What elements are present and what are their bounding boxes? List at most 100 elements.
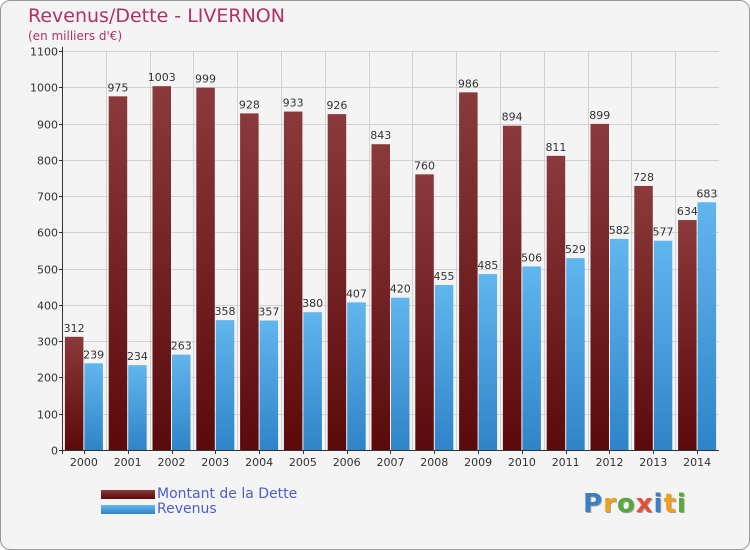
bar-revenus bbox=[172, 354, 191, 450]
y-tick-label: 100 bbox=[37, 409, 58, 422]
y-tick-label: 1000 bbox=[30, 82, 58, 95]
data-label-revenus: 506 bbox=[521, 251, 542, 264]
bar-revenus bbox=[566, 258, 585, 450]
data-label-dette: 1003 bbox=[148, 71, 176, 84]
bar-dette bbox=[64, 336, 84, 450]
grid-lines bbox=[62, 51, 719, 451]
bar-revenus bbox=[391, 297, 410, 450]
data-label-revenus: 485 bbox=[477, 259, 498, 272]
data-label-dette: 928 bbox=[239, 98, 260, 111]
x-tick-label: 2013 bbox=[639, 456, 667, 469]
y-tick-label: 500 bbox=[37, 264, 58, 277]
data-label-dette: 933 bbox=[283, 97, 304, 110]
legend-label-dette: Montant de la Dette bbox=[157, 486, 298, 502]
x-tick-label: 2001 bbox=[114, 456, 142, 469]
data-label-dette: 811 bbox=[545, 141, 566, 154]
x-tick-label: 2000 bbox=[70, 456, 98, 469]
bar-revenus bbox=[522, 266, 541, 450]
bar-dette bbox=[327, 114, 347, 450]
y-tick-label: 200 bbox=[37, 372, 58, 385]
bar-revenus bbox=[653, 240, 673, 450]
logo-letter: P bbox=[583, 489, 604, 519]
data-label-dette: 926 bbox=[326, 99, 347, 112]
bar-revenus bbox=[128, 365, 147, 450]
x-tick-label: 2012 bbox=[596, 456, 624, 469]
bar-revenus bbox=[610, 238, 629, 450]
logo-letter: r bbox=[603, 489, 617, 519]
chart-title: Revenus/Dette - LIVERNON bbox=[28, 5, 285, 27]
data-label-dette: 843 bbox=[370, 129, 391, 142]
data-label-dette: 899 bbox=[589, 109, 610, 122]
y-tick-label: 1100 bbox=[30, 46, 58, 59]
data-label-revenus: 577 bbox=[653, 226, 674, 239]
logo-letter: t bbox=[663, 489, 677, 519]
x-tick-label: 2006 bbox=[333, 456, 361, 469]
data-label-revenus: 358 bbox=[215, 305, 236, 318]
y-tick-label: 400 bbox=[37, 300, 58, 313]
bar-dette bbox=[196, 87, 215, 451]
data-label-dette: 975 bbox=[107, 81, 128, 94]
y-tick-label: 700 bbox=[37, 191, 58, 204]
data-label-revenus: 239 bbox=[83, 348, 104, 361]
data-label-revenus: 263 bbox=[171, 340, 192, 353]
legend-item-revenus: Revenus bbox=[101, 501, 401, 518]
x-tick-label: 2008 bbox=[420, 456, 448, 469]
x-tick-label: 2005 bbox=[289, 456, 317, 469]
data-label-dette: 760 bbox=[414, 159, 435, 172]
logo-letter: i bbox=[676, 489, 687, 519]
bar-dette bbox=[634, 185, 653, 450]
data-label-dette: 894 bbox=[502, 111, 523, 124]
logo-letter: x bbox=[635, 489, 654, 519]
x-tick-label: 2011 bbox=[552, 456, 580, 469]
bar-dette bbox=[108, 96, 128, 450]
data-label-revenus: 455 bbox=[434, 270, 455, 283]
bar-dette bbox=[415, 174, 434, 450]
legend-swatch-dette bbox=[101, 490, 155, 499]
bar-dette bbox=[590, 123, 609, 451]
bar-revenus bbox=[215, 320, 235, 450]
x-tick-label: 2014 bbox=[683, 456, 711, 469]
data-label-revenus: 357 bbox=[258, 306, 279, 319]
x-tick-label: 2009 bbox=[464, 456, 492, 469]
legend-swatch-revenus bbox=[101, 505, 155, 514]
data-label-revenus: 529 bbox=[565, 243, 586, 256]
bar-revenus bbox=[84, 363, 103, 450]
data-label-dette: 634 bbox=[677, 205, 698, 218]
bar-dette bbox=[283, 111, 303, 451]
x-tick-label: 2003 bbox=[201, 456, 229, 469]
data-label-revenus: 234 bbox=[127, 350, 148, 363]
x-tick-label: 2010 bbox=[508, 456, 536, 469]
data-label-revenus: 582 bbox=[609, 224, 630, 237]
data-label-dette: 999 bbox=[195, 73, 216, 86]
bars bbox=[64, 86, 717, 451]
bar-dette bbox=[459, 92, 478, 451]
y-tick-label: 800 bbox=[37, 155, 58, 168]
bar-dette bbox=[152, 86, 171, 451]
data-label-revenus: 380 bbox=[302, 297, 323, 310]
bar-revenus bbox=[347, 302, 366, 450]
legend-label-revenus: Revenus bbox=[157, 501, 217, 517]
y-tick-label: 0 bbox=[51, 445, 58, 458]
x-tick-label: 2004 bbox=[245, 456, 273, 469]
bar-revenus bbox=[303, 312, 322, 450]
data-label-dette: 986 bbox=[458, 77, 479, 90]
data-label-dette: 728 bbox=[633, 171, 654, 184]
x-tick-label: 2007 bbox=[377, 456, 405, 469]
data-labels: 312 239 975 234 1003 263 999 358 928 357 933 380 926… bbox=[64, 71, 718, 363]
legend-item-dette: Montant de la Dette bbox=[101, 486, 401, 503]
bar-dette bbox=[502, 125, 522, 451]
bar-dette bbox=[371, 144, 390, 451]
data-label-dette: 312 bbox=[64, 322, 85, 335]
data-label-revenus: 420 bbox=[390, 283, 411, 296]
x-tick-label: 2002 bbox=[158, 456, 186, 469]
y-tick-label: 300 bbox=[37, 336, 58, 349]
bar-dette bbox=[240, 113, 259, 450]
bar-revenus bbox=[434, 284, 454, 450]
y-tick-label: 900 bbox=[37, 119, 58, 132]
bar-revenus bbox=[478, 274, 498, 450]
bar-revenus bbox=[259, 320, 279, 450]
bar-dette bbox=[678, 220, 697, 450]
data-label-revenus: 683 bbox=[696, 187, 717, 200]
